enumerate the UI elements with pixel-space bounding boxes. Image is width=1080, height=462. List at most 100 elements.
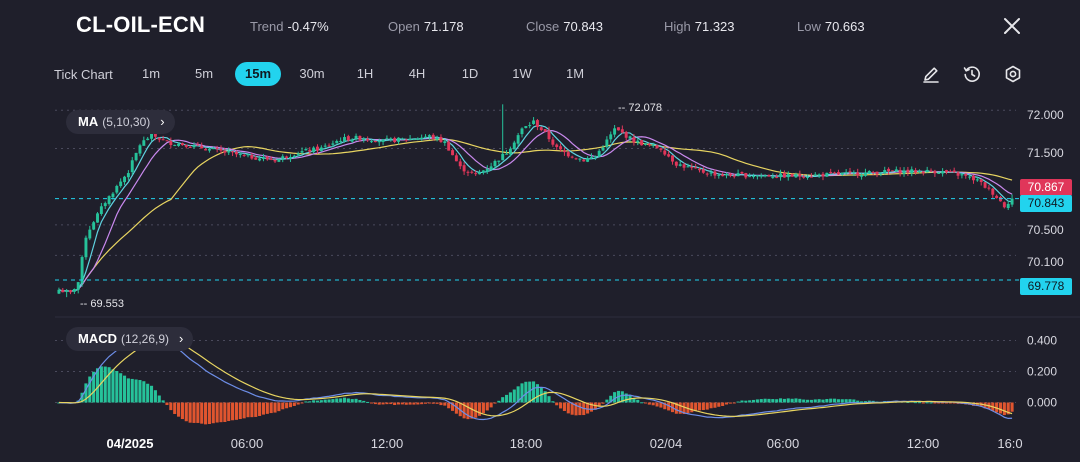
candle-body — [150, 132, 154, 139]
candle-body — [543, 129, 547, 132]
macd-histogram-bar — [466, 402, 470, 420]
macd-histogram-bar — [107, 367, 111, 403]
macd-histogram-bar — [447, 402, 451, 409]
macd-histogram-bar — [373, 402, 377, 405]
candle-body — [632, 137, 636, 143]
macd-histogram-bar — [674, 402, 678, 414]
candle-body — [161, 139, 165, 141]
candle-body — [111, 193, 115, 198]
macd-histogram-bar — [149, 385, 154, 403]
candle-body — [937, 172, 941, 174]
candle-body — [948, 171, 952, 173]
macd-histogram-bar — [435, 402, 439, 404]
symbol-title: CL-OIL-ECN — [76, 12, 206, 37]
macd-histogram-bar — [605, 399, 609, 403]
macd-histogram-bar — [312, 400, 316, 403]
macd-histogram-bar — [215, 402, 219, 423]
macd-histogram-bar — [231, 402, 235, 421]
tick-chart-button[interactable]: Tick Chart — [54, 67, 113, 82]
macd-histogram-bar — [813, 399, 817, 403]
time-axis-label: 12:00 — [371, 436, 404, 451]
candle-body — [682, 164, 686, 168]
candle-body — [728, 173, 732, 176]
tf-1mo[interactable]: 1M — [565, 66, 585, 81]
macd-histogram-bar — [369, 402, 374, 404]
candle-body — [177, 143, 181, 146]
macd-histogram-bar — [497, 400, 501, 403]
tf-1w[interactable]: 1W — [512, 66, 532, 81]
macd-histogram-bar — [543, 391, 547, 403]
candle-body — [134, 152, 138, 161]
macd-histogram-bar — [512, 389, 516, 403]
candle-body — [582, 159, 586, 162]
candlesticks — [57, 104, 1014, 298]
candle-body — [551, 139, 555, 145]
macd-histogram-bar — [443, 402, 447, 406]
macd-histogram-bar — [767, 398, 771, 403]
macd-histogram-bar — [323, 399, 327, 403]
macd-histogram-bar — [663, 402, 667, 410]
tf-1m[interactable]: 1m — [141, 66, 161, 81]
macd-histogram-bar — [227, 402, 231, 422]
macd-histogram-bar — [914, 402, 918, 404]
candle-body — [601, 147, 605, 151]
candle-body — [497, 160, 501, 162]
candle-body — [890, 170, 894, 172]
macd-histogram-bar — [412, 402, 416, 405]
clock-reset-icon[interactable] — [962, 64, 982, 84]
candle-body — [914, 170, 918, 173]
macd-histogram-bar — [308, 401, 312, 403]
macd-indicator-pill[interactable]: MACD (12,26,9) › — [66, 327, 194, 351]
macd-histogram-bar — [937, 402, 941, 404]
candle-body — [424, 136, 427, 138]
macd-histogram-bar — [146, 383, 150, 403]
settings-icon[interactable] — [1003, 64, 1023, 84]
candle-body — [115, 185, 119, 193]
candle-body — [624, 131, 628, 138]
candle-body — [416, 138, 420, 140]
tf-4h[interactable]: 4H — [408, 66, 426, 81]
macd-histogram-bar — [304, 401, 308, 403]
candle-body — [281, 156, 285, 159]
macd-histogram-bar — [335, 398, 339, 403]
tf-30m[interactable]: 30m — [299, 66, 325, 81]
macd-histogram-bar — [169, 402, 173, 411]
macd-histogram-bar — [948, 402, 952, 404]
macd-histogram-bar — [420, 402, 424, 405]
close-icon[interactable] — [1000, 14, 1024, 38]
candle-body — [1010, 198, 1014, 205]
macd-histogram-bar — [917, 402, 922, 404]
trend-label: Trend — [250, 19, 284, 34]
macd-histogram-bar — [92, 371, 96, 403]
macd-histogram-bar — [806, 399, 810, 403]
pencil-icon[interactable] — [921, 64, 941, 84]
macd-histogram-bar — [234, 402, 238, 420]
macd-histogram-bar — [377, 402, 381, 405]
chevron-right-icon: › — [160, 114, 165, 129]
macd-histogram-bar — [971, 402, 976, 406]
candle-body — [250, 155, 254, 159]
candle-body — [362, 139, 366, 141]
macd-histogram-bar — [331, 399, 335, 403]
candle-body — [644, 143, 647, 145]
macd-histogram-bar — [342, 397, 347, 403]
macd-histogram-bar — [829, 398, 833, 403]
macd-histogram-bar — [339, 398, 343, 403]
ma-indicator-pill[interactable]: MA (5,10,30) › — [66, 110, 175, 134]
candle-body — [589, 156, 593, 158]
macd-histogram-bar — [381, 402, 385, 405]
macd-histogram-bar — [744, 400, 748, 403]
candle-body — [863, 172, 867, 176]
macd-histogram-bar — [535, 384, 539, 403]
tf-5m[interactable]: 5m — [194, 66, 214, 81]
tf-1d[interactable]: 1D — [461, 66, 479, 81]
candle-body — [894, 169, 898, 172]
macd-histogram-bar — [601, 402, 605, 404]
candle-body — [427, 135, 431, 137]
tf-1h[interactable]: 1H — [356, 66, 374, 81]
candle-body — [435, 137, 439, 140]
tf-15m[interactable]: 15m — [235, 62, 281, 86]
candle-body — [972, 175, 975, 181]
candle-body — [142, 140, 146, 146]
